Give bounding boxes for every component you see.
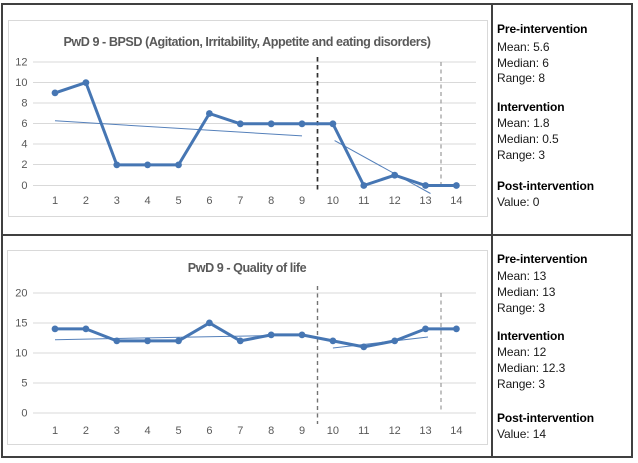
svg-text:14: 14: [450, 425, 462, 437]
svg-text:5: 5: [175, 195, 181, 207]
svg-text:6: 6: [206, 425, 212, 437]
svg-text:1: 1: [52, 195, 58, 207]
svg-text:1: 1: [52, 425, 58, 437]
svg-text:20: 20: [15, 288, 27, 300]
svg-text:7: 7: [237, 425, 243, 437]
svg-text:4: 4: [21, 139, 27, 151]
svg-text:10: 10: [327, 195, 339, 207]
svg-text:6: 6: [21, 118, 27, 130]
svg-text:2: 2: [21, 159, 27, 171]
svg-text:10: 10: [15, 348, 27, 360]
svg-text:PwD 9 - BPSD (Agitation, Irrit: PwD 9 - BPSD (Agitation, Irritability, A…: [63, 35, 430, 49]
svg-text:8: 8: [21, 98, 27, 110]
svg-text:9: 9: [299, 425, 305, 437]
svg-text:2: 2: [83, 425, 89, 437]
svg-text:5: 5: [175, 425, 181, 437]
svg-text:5: 5: [21, 378, 27, 390]
svg-text:9: 9: [299, 195, 305, 207]
svg-text:7: 7: [237, 195, 243, 207]
svg-text:3: 3: [114, 425, 120, 437]
svg-text:12: 12: [15, 57, 27, 69]
svg-text:11: 11: [358, 425, 369, 437]
svg-text:12: 12: [389, 425, 401, 437]
svg-text:2: 2: [83, 195, 89, 207]
svg-text:3: 3: [114, 195, 120, 207]
svg-text:10: 10: [15, 77, 27, 89]
svg-text:PwD 9 - Quality of life: PwD 9 - Quality of life: [188, 261, 307, 275]
svg-text:6: 6: [206, 195, 212, 207]
svg-text:10: 10: [327, 425, 339, 437]
svg-text:8: 8: [268, 195, 274, 207]
svg-text:13: 13: [419, 195, 431, 207]
svg-text:15: 15: [15, 318, 27, 330]
svg-text:8: 8: [268, 425, 274, 437]
svg-text:0: 0: [21, 408, 27, 420]
svg-text:12: 12: [389, 195, 401, 207]
svg-text:4: 4: [145, 425, 151, 437]
svg-text:13: 13: [419, 425, 431, 437]
svg-text:11: 11: [358, 195, 369, 207]
svg-text:14: 14: [450, 195, 462, 207]
svg-text:4: 4: [145, 195, 151, 207]
svg-text:0: 0: [21, 180, 27, 192]
